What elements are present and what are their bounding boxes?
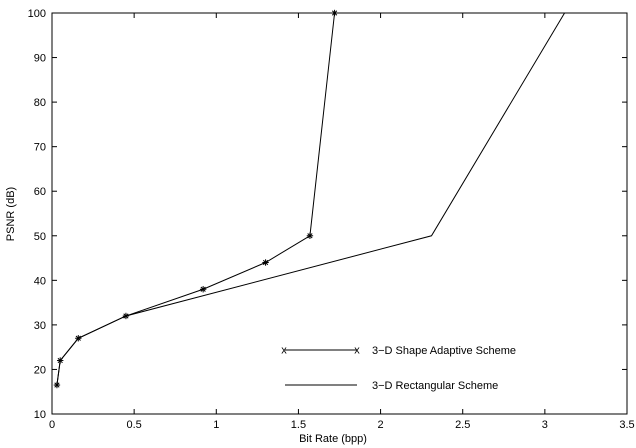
data-point	[262, 259, 269, 266]
data-point	[306, 232, 314, 239]
x-tick-label: 1.5	[291, 419, 306, 431]
y-tick-label: 100	[28, 8, 46, 20]
legend-label-1: 3−D Rectangular Scheme	[372, 380, 498, 392]
legend-marker: x	[281, 345, 287, 357]
legend-label-0: 3−D Shape Adaptive Scheme	[372, 345, 516, 357]
x-tick-label: 0	[49, 419, 55, 431]
legend-marker: x	[354, 345, 360, 357]
x-tick-label: 2.5	[455, 419, 470, 431]
data-point	[199, 286, 207, 293]
y-tick-label: 50	[34, 231, 46, 243]
data-point	[331, 9, 338, 17]
y-tick-label: 30	[34, 320, 46, 332]
plot-frame	[51, 12, 628, 415]
ticks: 0 0.5 1 1.5 2 2.5 3 3.5 10 20 30 40 50 60 70 80 90 100	[28, 8, 635, 431]
y-tick-label: 90	[34, 53, 46, 65]
y-tick-label: 70	[34, 142, 46, 154]
y-tick-label: 60	[34, 186, 46, 198]
marker-stroke	[262, 259, 269, 266]
x-tick-label: 3.5	[619, 419, 634, 431]
x-tick-label: 3	[542, 419, 548, 431]
x-tick-label: 1	[213, 419, 219, 431]
legend: x x 3−D Shape Adaptive Scheme 3−D Rectangul…	[281, 345, 516, 393]
marker-stroke	[307, 233, 313, 239]
x-axis-label: Bit Rate (bpp)	[299, 433, 367, 445]
y-tick-label: 80	[34, 97, 46, 109]
axes	[51, 12, 628, 415]
marker-stroke	[200, 286, 206, 292]
y-tick-label: 20	[34, 364, 46, 376]
series-line-1	[56, 12, 565, 386]
y-tick-label: 10	[34, 409, 46, 421]
y-axis-label: PSNR (dB)	[5, 187, 17, 241]
y-tick-label: 40	[34, 275, 46, 287]
x-tick-label: 2	[378, 419, 384, 431]
marker-stroke	[331, 10, 338, 16]
series-layer	[53, 9, 565, 389]
x-tick-label: 0.5	[126, 419, 141, 431]
